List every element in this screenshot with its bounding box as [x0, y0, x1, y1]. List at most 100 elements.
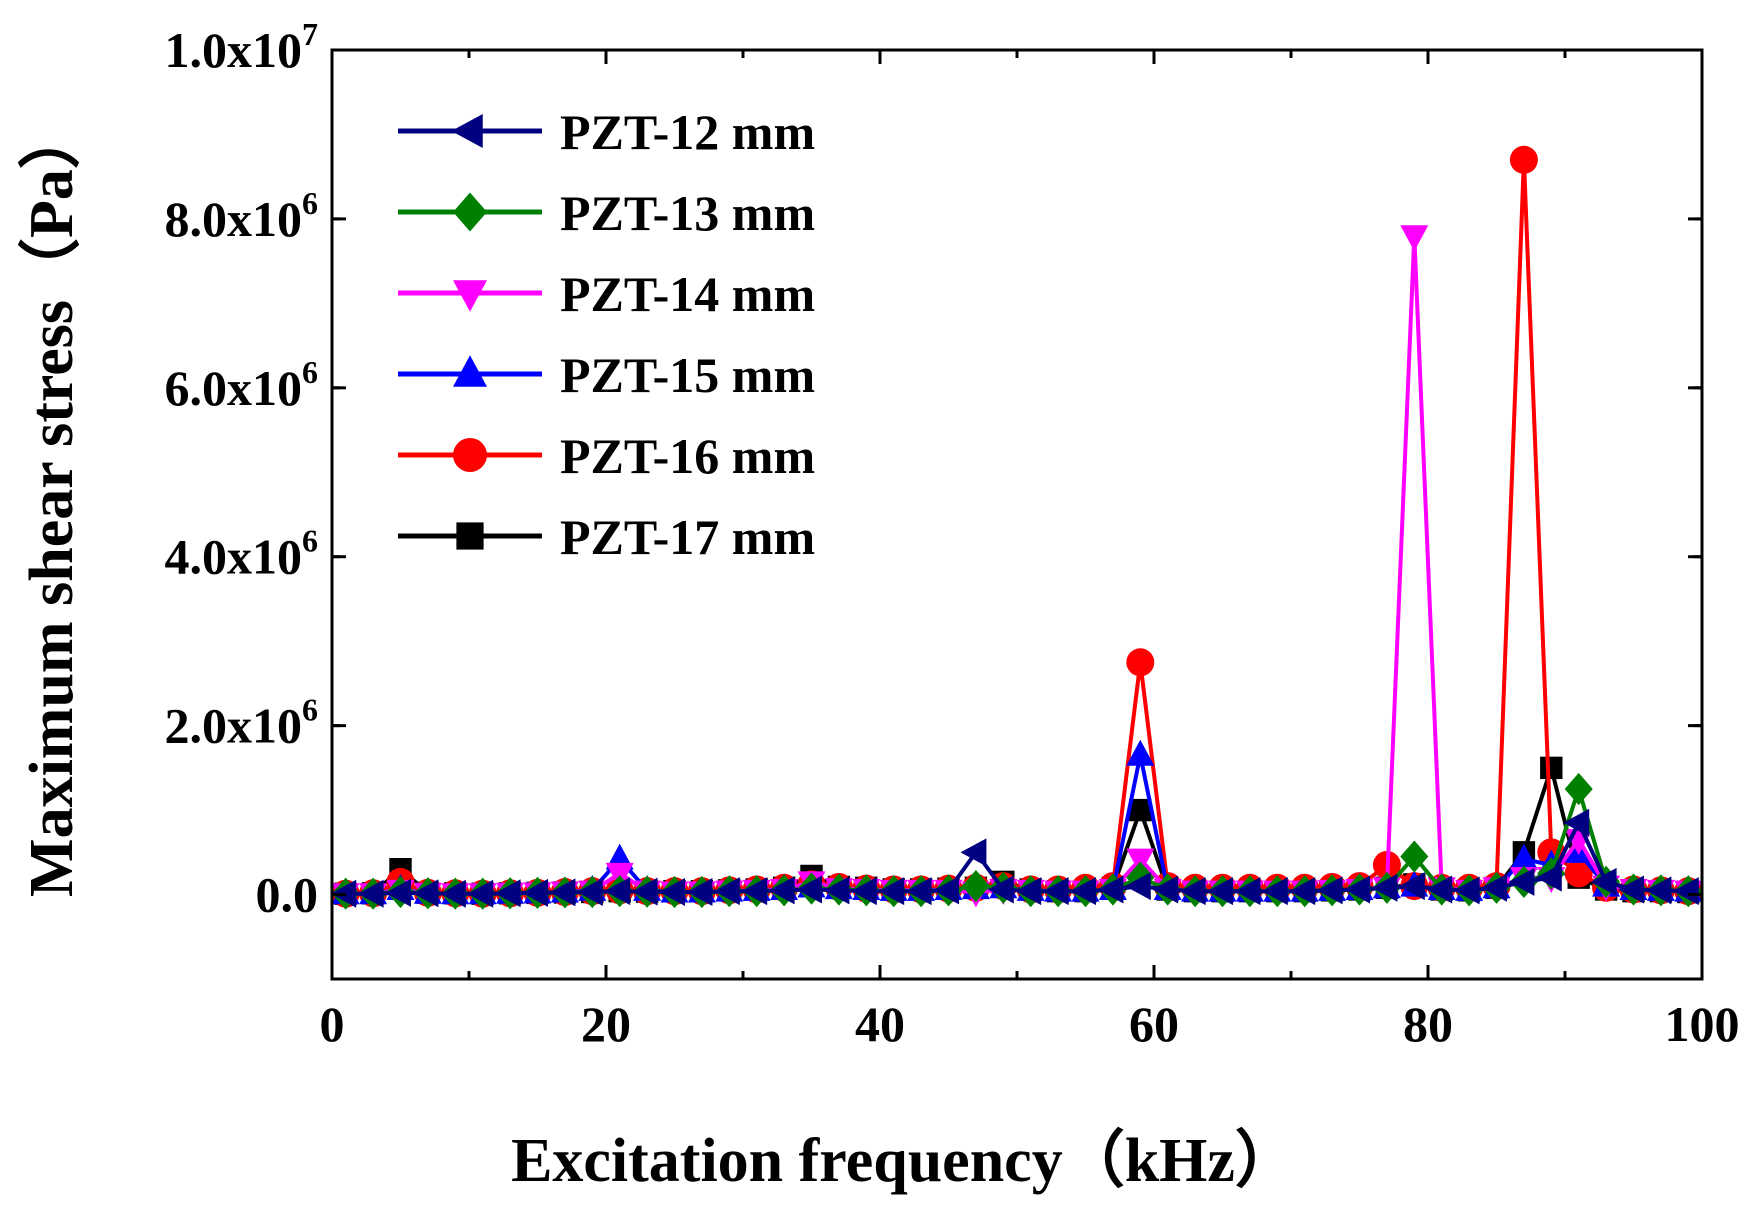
data-point — [686, 878, 713, 907]
data-point — [1126, 648, 1155, 677]
data-point — [522, 878, 548, 907]
legend-marker — [451, 114, 483, 148]
data-point — [987, 875, 1014, 904]
data-point — [1015, 877, 1042, 906]
data-point — [1563, 808, 1590, 837]
legend-label: PZT-12 mm — [560, 104, 815, 160]
data-point — [1152, 875, 1179, 904]
data-point — [1481, 873, 1507, 902]
legend-marker — [453, 192, 487, 232]
legend-item: PZT-15 mm — [398, 347, 815, 403]
y-tick-label: 0.0 — [256, 867, 319, 923]
data-point — [1124, 872, 1151, 901]
data-point — [1398, 872, 1425, 901]
data-point — [357, 879, 384, 908]
x-tick-label: 80 — [1403, 996, 1453, 1052]
y-tick-label: 1.0x107 — [165, 16, 319, 78]
data-point — [796, 875, 822, 904]
data-point — [659, 878, 685, 907]
data-point — [494, 879, 521, 908]
legend-item: PZT-14 mm — [398, 266, 815, 322]
legend-marker — [453, 280, 487, 312]
legend-label: PZT-17 mm — [560, 509, 815, 565]
data-point — [385, 878, 411, 907]
data-point — [933, 876, 959, 905]
data-point — [412, 879, 439, 908]
x-axis-title: Excitation frequency（kHz） — [511, 1125, 1297, 1195]
series-pzt-14-mm — [332, 225, 1702, 910]
data-point — [1097, 875, 1124, 904]
data-point — [1179, 877, 1206, 906]
data-point — [1618, 875, 1644, 904]
data-point — [1207, 877, 1233, 906]
data-point — [1672, 877, 1699, 906]
data-point — [768, 876, 795, 905]
data-point — [576, 878, 603, 907]
data-point — [960, 838, 987, 867]
ticks-layer: 0 20 40 60 80 100 0.0 2.0x106 4.0x106 6.0x106 8.0x… — [165, 16, 1740, 1052]
y-tick-label: 8.0x106 — [165, 185, 319, 247]
data-point — [1129, 798, 1152, 822]
legend-marker — [453, 438, 487, 472]
series-pzt-16-mm — [332, 145, 1702, 908]
data-point — [1400, 840, 1429, 873]
legend: PZT-12 mm PZT-13 mm PZT-14 mm PZT-15 mm PZT-… — [398, 104, 815, 565]
data-point — [1509, 145, 1538, 174]
legend-item: PZT-12 mm — [398, 104, 815, 160]
x-tick-label: 40 — [855, 996, 905, 1052]
data-point — [1126, 848, 1155, 875]
data-point — [467, 879, 494, 908]
legend-item: PZT-17 mm — [398, 509, 815, 565]
data-point — [1645, 876, 1672, 905]
x-tick-label: 20 — [581, 996, 631, 1052]
data-point — [823, 876, 850, 905]
series-line — [345, 753, 1689, 896]
data-point — [1126, 739, 1155, 766]
series-line — [345, 765, 1689, 896]
data-point — [850, 877, 877, 906]
data-point — [439, 879, 466, 908]
data-point — [1261, 877, 1288, 906]
data-point — [1234, 877, 1261, 906]
data-point — [1316, 876, 1343, 905]
x-tick-label: 60 — [1129, 996, 1179, 1052]
legend-label: PZT-15 mm — [560, 347, 815, 403]
data-point — [1453, 876, 1480, 905]
data-point — [549, 878, 576, 907]
legend-label: PZT-13 mm — [560, 185, 815, 241]
data-point — [1426, 875, 1453, 904]
series-layer — [332, 145, 1702, 910]
series-line — [345, 157, 1689, 896]
y-tick-label: 2.0x106 — [165, 692, 319, 754]
y-tick-label: 4.0x106 — [165, 523, 319, 585]
data-point — [1344, 875, 1370, 904]
data-point — [604, 877, 631, 906]
data-point — [905, 877, 932, 906]
data-point — [1289, 877, 1316, 906]
data-point — [1371, 873, 1398, 902]
data-point — [1564, 772, 1593, 806]
legend-label: PZT-16 mm — [560, 428, 815, 484]
data-point — [1535, 863, 1562, 892]
data-point — [713, 877, 740, 906]
data-point — [1508, 867, 1535, 896]
legend-item: PZT-16 mm — [398, 428, 815, 484]
data-point — [1400, 225, 1429, 252]
data-point — [631, 877, 658, 906]
data-point — [1540, 756, 1563, 780]
x-tick-label: 0 — [320, 996, 345, 1052]
data-point — [1590, 867, 1617, 896]
legend-marker — [456, 522, 484, 550]
y-axis-title: Maximum shear stress（Pa） — [16, 107, 86, 897]
legend-item: PZT-13 mm — [398, 185, 815, 241]
x-tick-label: 100 — [1665, 996, 1740, 1052]
data-point — [1042, 877, 1069, 906]
legend-marker — [453, 355, 487, 387]
data-point — [878, 877, 905, 906]
data-point — [1070, 877, 1096, 906]
y-tick-label: 6.0x106 — [165, 354, 319, 416]
legend-label: PZT-14 mm — [560, 266, 815, 322]
data-point — [741, 877, 768, 906]
series-line — [345, 233, 1689, 896]
